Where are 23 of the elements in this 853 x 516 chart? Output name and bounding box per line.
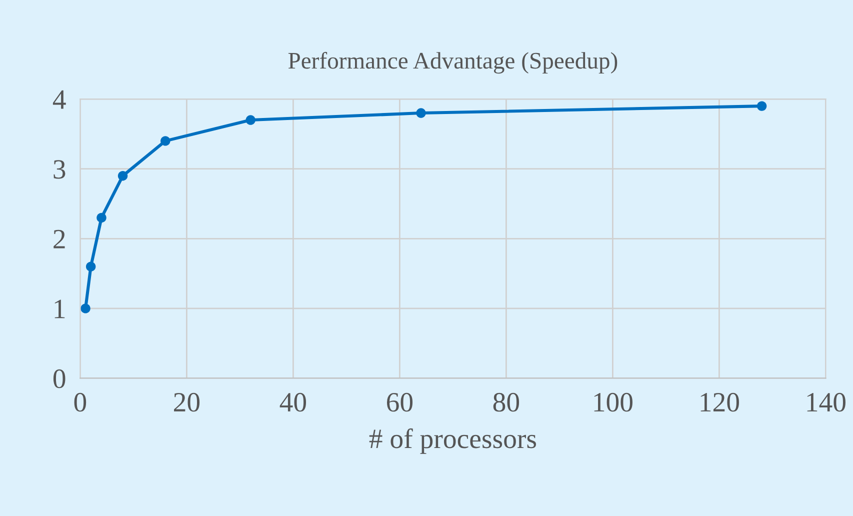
x-tick-label: 120: [700, 392, 739, 412]
point: [118, 170, 128, 181]
point: [756, 101, 767, 111]
point: [96, 212, 106, 223]
x-tick-label: 140: [807, 392, 846, 412]
y-tick-label: 3: [54, 160, 66, 179]
point: [246, 115, 256, 125]
point: [160, 136, 170, 146]
y-tick-label: 0: [53, 369, 66, 388]
x-tick-label: 60: [386, 392, 413, 412]
y-tick-label: 4: [52, 90, 66, 109]
point: [80, 304, 90, 314]
x-tick-label: 20: [174, 392, 200, 412]
y-tick-label: 2: [54, 230, 65, 248]
point: [416, 108, 426, 118]
x-axis-title: # of processors: [369, 428, 536, 454]
point: [86, 262, 96, 272]
x-tick-label: 80: [493, 392, 520, 412]
x-tick-label: 0: [74, 392, 86, 412]
chart-title: Performance Advantage (Speedup): [288, 52, 618, 74]
y-tick-label: 1: [54, 300, 65, 318]
x-tick-label: 100: [594, 392, 632, 412]
x-tick-label: 40: [280, 392, 306, 412]
